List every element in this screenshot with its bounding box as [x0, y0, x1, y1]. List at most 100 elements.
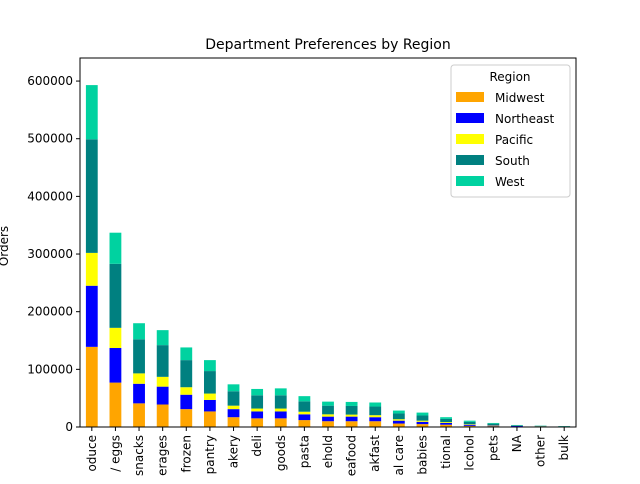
legend-label-pacific: Pacific	[495, 133, 533, 147]
x-tick-label: babies	[415, 435, 429, 475]
x-tick-label: al care	[392, 435, 406, 476]
bar-pacific-15	[440, 422, 452, 423]
bar-west-15	[440, 417, 452, 419]
bar-midwest-3	[157, 405, 169, 427]
bar-northeast-6	[228, 409, 240, 417]
bar-northeast-12	[369, 417, 381, 421]
bar-midwest-11	[346, 421, 358, 427]
bar-west-0	[86, 85, 98, 139]
x-tick-label: erages	[156, 435, 170, 476]
bar-west-12	[369, 403, 381, 407]
chart-title: Department Preferences by Region	[205, 37, 451, 53]
legend-swatch-south	[456, 155, 484, 165]
x-tick-label: tional	[439, 435, 453, 469]
bar-midwest-6	[228, 417, 240, 427]
x-tick-label: ehold	[321, 435, 335, 468]
x-tick-label: other	[534, 435, 548, 467]
bar-pacific-14	[417, 421, 429, 422]
bar-northeast-2	[133, 384, 145, 404]
bar-west-4	[180, 347, 192, 360]
bar-west-5	[204, 360, 216, 371]
x-tick-label: goods	[274, 435, 288, 471]
bar-northeast-3	[157, 387, 169, 405]
legend-swatch-northeast	[456, 113, 484, 123]
legend-label-west: West	[495, 175, 525, 189]
bar-west-7	[251, 389, 263, 395]
bar-northeast-13	[393, 421, 405, 424]
bar-pacific-5	[204, 394, 216, 400]
bar-midwest-8	[275, 418, 287, 427]
bar-west-10	[322, 402, 334, 406]
bar-northeast-10	[322, 417, 334, 422]
x-tick-label: akfast	[368, 435, 382, 472]
bar-west-1	[110, 233, 122, 264]
y-axis-label: Orders	[0, 226, 11, 266]
bar-south-10	[322, 406, 334, 415]
bar-midwest-2	[133, 403, 145, 427]
bar-northeast-9	[298, 414, 310, 420]
bar-midwest-9	[298, 420, 310, 427]
bar-south-9	[298, 401, 310, 411]
bar-west-17	[487, 423, 499, 424]
x-tick-label: pasta	[297, 435, 311, 468]
legend-label-south: South	[495, 154, 530, 168]
bar-south-17	[487, 424, 499, 425]
bar-west-8	[275, 388, 287, 395]
bar-northeast-14	[417, 422, 429, 424]
bar-south-7	[251, 395, 263, 408]
bar-pacific-7	[251, 409, 263, 412]
legend-swatch-pacific	[456, 134, 484, 144]
bar-northeast-7	[251, 411, 263, 418]
bar-northeast-8	[275, 411, 287, 418]
bar-northeast-5	[204, 400, 216, 412]
bar-west-9	[298, 396, 310, 401]
bar-midwest-1	[110, 383, 122, 427]
bar-south-18	[511, 425, 523, 426]
bar-pacific-8	[275, 409, 287, 412]
bar-pacific-12	[369, 415, 381, 417]
bar-midwest-5	[204, 411, 216, 427]
bar-pacific-9	[298, 412, 310, 415]
x-tick-label: pantry	[203, 435, 217, 474]
x-tick-label: NA	[510, 434, 524, 452]
bar-south-4	[180, 360, 192, 387]
bar-west-2	[133, 323, 145, 339]
bar-midwest-4	[180, 409, 192, 427]
bar-northeast-11	[346, 417, 358, 422]
bar-south-3	[157, 345, 169, 377]
x-tick-label: oduce	[85, 435, 99, 472]
x-tick-label: bulk	[557, 435, 571, 461]
x-tick-label: eafood	[345, 435, 359, 476]
bar-northeast-4	[180, 395, 192, 409]
x-tick-label: deli	[250, 435, 264, 457]
bar-northeast-17	[487, 426, 499, 427]
legend-label-northeast: Northeast	[495, 112, 555, 126]
bar-west-13	[393, 411, 405, 414]
bar-west-6	[228, 384, 240, 391]
bar-northeast-15	[440, 423, 452, 425]
bar-south-13	[393, 413, 405, 419]
bar-pacific-16	[464, 424, 476, 425]
bar-pacific-11	[346, 415, 358, 417]
y-tick-label: 400000	[27, 189, 73, 203]
bar-midwest-13	[393, 424, 405, 427]
bar-midwest-12	[369, 421, 381, 427]
legend-title: Region	[489, 70, 530, 84]
y-tick-label: 600000	[27, 74, 73, 88]
bar-south-8	[275, 395, 287, 408]
bar-northeast-1	[110, 348, 122, 383]
legend-swatch-west	[456, 176, 484, 186]
bar-south-5	[204, 371, 216, 393]
y-tick-label: 200000	[27, 305, 73, 319]
bar-pacific-3	[157, 377, 169, 387]
bar-south-2	[133, 339, 145, 373]
x-tick-label: frozen	[179, 435, 193, 473]
x-tick-label: lcohol	[463, 435, 477, 471]
bar-pacific-6	[228, 406, 240, 409]
bar-south-12	[369, 407, 381, 416]
x-tick-label: pets	[486, 435, 500, 461]
bar-south-6	[228, 391, 240, 405]
